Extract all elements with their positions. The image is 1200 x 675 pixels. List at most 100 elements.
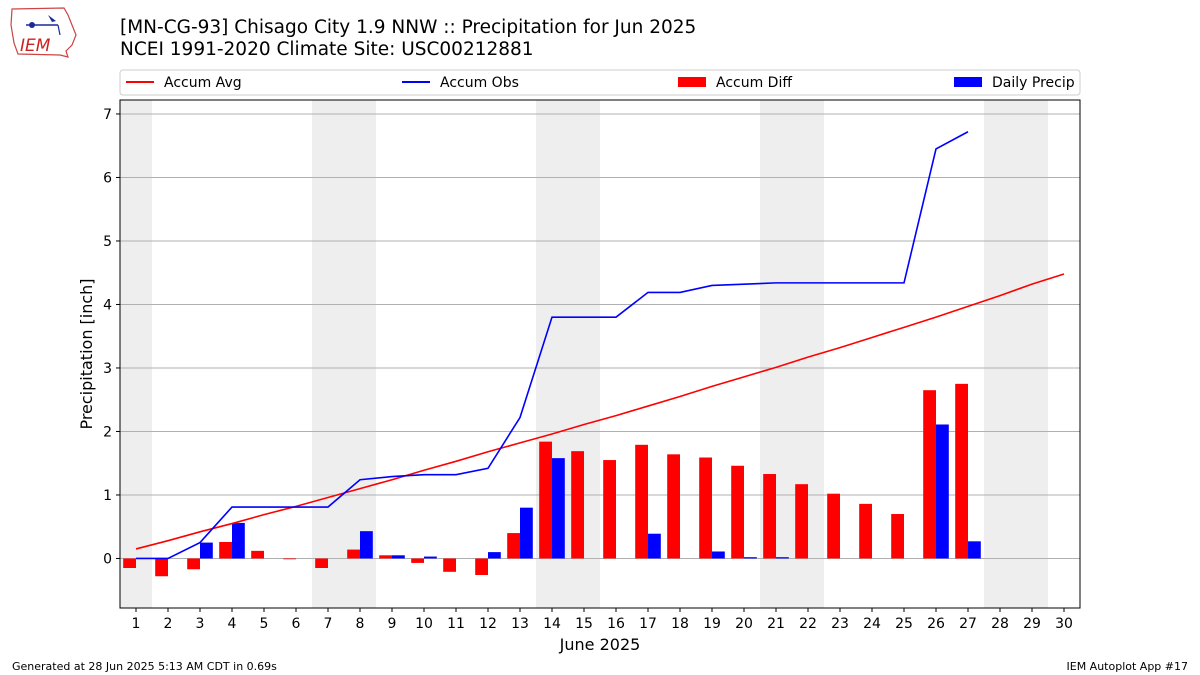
x-tick-label-9: 9 bbox=[388, 616, 397, 632]
x-tick-label-6: 6 bbox=[292, 616, 301, 632]
accum-diff-bar-day-20 bbox=[731, 465, 744, 559]
accum-diff-bar-day-13 bbox=[507, 533, 520, 559]
accum-diff-bar-day-15 bbox=[571, 451, 584, 559]
accum-diff-bar-day-16 bbox=[603, 460, 616, 559]
accum-diff-bar-day-19 bbox=[699, 457, 712, 559]
x-tick-label-20: 20 bbox=[735, 616, 753, 632]
daily-precip-bar-day-3 bbox=[200, 542, 213, 559]
legend-label-daily-precip: Daily Precip bbox=[992, 75, 1075, 91]
y-tick-label-1: 1 bbox=[103, 488, 112, 504]
x-tick-label-15: 15 bbox=[575, 616, 593, 632]
chart-title: [MN-CG-93] Chisago City 1.9 NNW :: Preci… bbox=[120, 17, 697, 38]
daily-precip-bar-day-26 bbox=[936, 424, 949, 559]
x-axis-label: June 2025 bbox=[559, 635, 641, 654]
legend-label-accum-obs: Accum Obs bbox=[440, 75, 519, 91]
y-gridlines bbox=[120, 113, 1080, 559]
weekend-band-day-1 bbox=[120, 100, 152, 608]
x-tick-label-30: 30 bbox=[1055, 616, 1073, 632]
chart-subtitle: NCEI 1991-2020 Climate Site: USC00212881 bbox=[120, 39, 534, 60]
weekend-band-day-7 bbox=[312, 100, 344, 608]
y-tick-label-4: 4 bbox=[103, 297, 112, 313]
bar-series bbox=[123, 383, 981, 577]
daily-precip-bar-day-9 bbox=[392, 555, 405, 559]
accum-diff-bar-day-7 bbox=[315, 558, 328, 568]
logo-text: IEM bbox=[20, 36, 51, 56]
x-tick-label-4: 4 bbox=[228, 616, 237, 632]
y-tick-label-2: 2 bbox=[103, 424, 112, 440]
accum-diff-bar-day-23 bbox=[827, 493, 840, 559]
x-tick-label-18: 18 bbox=[671, 616, 689, 632]
accum-diff-bar-day-17 bbox=[635, 444, 648, 559]
iem-logo-graphic: IEM bbox=[10, 7, 77, 58]
x-tick-label-29: 29 bbox=[1023, 616, 1041, 632]
legend-swatch-accum-diff bbox=[678, 77, 706, 87]
y-tick-label-3: 3 bbox=[103, 361, 112, 377]
line-series bbox=[135, 131, 1065, 560]
x-tick-label-12: 12 bbox=[479, 616, 497, 632]
accum-diff-bar-day-2 bbox=[155, 558, 168, 577]
accum-diff-bar-day-18 bbox=[667, 454, 680, 559]
x-tick-label-8: 8 bbox=[356, 616, 365, 632]
accum-diff-bar-day-11 bbox=[443, 558, 456, 572]
x-tick-label-21: 21 bbox=[767, 616, 785, 632]
accum-diff-bar-day-5 bbox=[251, 550, 264, 559]
daily-precip-bar-day-13 bbox=[520, 507, 533, 559]
y-axis-ticks: 0 1 2 3 4 5 6 7 bbox=[103, 107, 120, 567]
x-tick-label-10: 10 bbox=[415, 616, 433, 632]
x-axis-ticks: 1 2 3 4 5 6 7 8 9 10 11 12 13 14 15 16 17 18 19 20 21 22 23 24 2… bbox=[132, 608, 1073, 632]
x-tick-label-14: 14 bbox=[543, 616, 561, 632]
accum-obs-line bbox=[136, 131, 969, 560]
accum-diff-bar-day-14 bbox=[539, 441, 552, 559]
generated-timestamp: Generated at 28 Jun 2025 5:13 AM CDT in … bbox=[12, 660, 277, 673]
x-tick-label-23: 23 bbox=[831, 616, 849, 632]
legend-label-accum-avg: Accum Avg bbox=[164, 75, 242, 91]
daily-precip-bar-day-17 bbox=[648, 533, 661, 559]
x-tick-label-5: 5 bbox=[260, 616, 269, 632]
y-tick-label-7: 7 bbox=[103, 107, 112, 123]
app-credit: IEM Autoplot App #17 bbox=[1066, 660, 1189, 673]
accum-diff-bar-day-9 bbox=[379, 555, 392, 559]
iem-logo: IEM bbox=[8, 5, 80, 59]
x-tick-label-22: 22 bbox=[799, 616, 817, 632]
plot-frame bbox=[119, 99, 1081, 609]
weekend-band-day-8 bbox=[344, 100, 376, 608]
y-tick-label-5: 5 bbox=[103, 234, 112, 250]
x-tick-label-2: 2 bbox=[164, 616, 173, 632]
legend: Accum Avg Accum Obs Accum Diff Daily Precip bbox=[119, 69, 1081, 96]
accum-diff-bar-day-27 bbox=[955, 383, 968, 559]
accum-diff-bar-day-12 bbox=[475, 558, 488, 575]
accum-diff-bar-day-21 bbox=[763, 474, 776, 559]
accum-diff-bar-day-26 bbox=[923, 390, 936, 559]
x-tick-label-3: 3 bbox=[196, 616, 205, 632]
y-tick-label-0: 0 bbox=[103, 551, 112, 567]
x-tick-label-16: 16 bbox=[607, 616, 625, 632]
x-tick-label-17: 17 bbox=[639, 616, 657, 632]
accum-diff-bar-day-24 bbox=[859, 503, 872, 559]
daily-precip-bar-day-8 bbox=[360, 531, 373, 559]
accum-diff-bar-day-22 bbox=[795, 484, 808, 559]
accum-diff-bar-day-3 bbox=[187, 558, 200, 570]
legend-box bbox=[119, 69, 1081, 96]
daily-precip-bar-day-10 bbox=[424, 556, 437, 559]
x-tick-label-24: 24 bbox=[863, 616, 881, 632]
daily-precip-bar-day-20 bbox=[744, 557, 757, 559]
x-tick-label-27: 27 bbox=[959, 616, 977, 632]
accum-diff-bar-day-25 bbox=[891, 514, 904, 559]
x-tick-label-19: 19 bbox=[703, 616, 721, 632]
x-tick-label-1: 1 bbox=[132, 616, 141, 632]
daily-precip-bar-day-14 bbox=[552, 458, 565, 559]
x-tick-label-13: 13 bbox=[511, 616, 529, 632]
legend-label-accum-diff: Accum Diff bbox=[716, 75, 792, 91]
daily-precip-bar-day-12 bbox=[488, 552, 501, 559]
y-axis-label: Precipitation [inch] bbox=[77, 278, 96, 429]
weekend-band-day-29 bbox=[1016, 100, 1048, 608]
daily-precip-bar-day-19 bbox=[712, 551, 725, 559]
legend-swatch-daily-precip bbox=[954, 77, 982, 87]
x-tick-label-25: 25 bbox=[895, 616, 913, 632]
accum-diff-bar-day-8 bbox=[347, 549, 360, 559]
daily-precip-bar-day-27 bbox=[968, 541, 981, 559]
accum-diff-bar-day-10 bbox=[411, 558, 424, 563]
x-tick-label-28: 28 bbox=[991, 616, 1009, 632]
x-tick-label-26: 26 bbox=[927, 616, 945, 632]
